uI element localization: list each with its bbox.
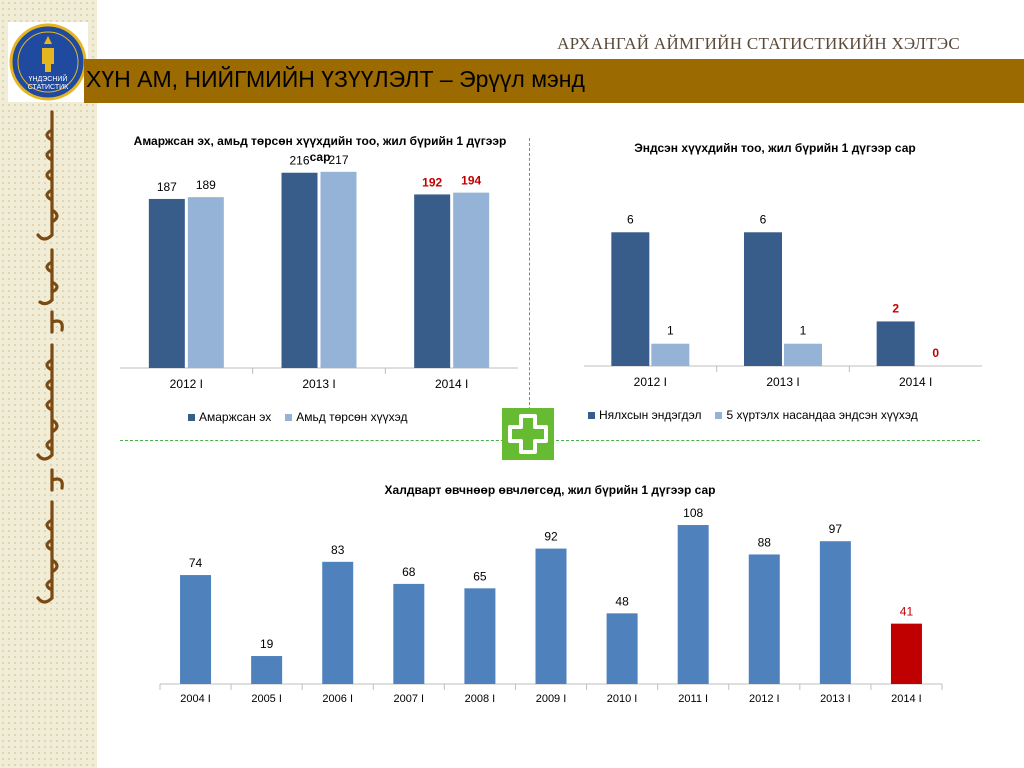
chart1-bar-1-2 [453, 192, 490, 368]
chart2-bar-1-1 [784, 343, 822, 366]
chart1-bar-0-1 [281, 172, 318, 368]
vertical-divider [529, 138, 530, 440]
svg-text:ҮНДЭСНИЙ: ҮНДЭСНИЙ [29, 74, 68, 83]
chart1-legend-label-births: Амьд төрсөн хүүхэд [296, 410, 408, 424]
chart2-data-label: 6 [760, 212, 767, 226]
chart3-x-tick-label: 2006 I [322, 693, 353, 705]
chart3-data-label: 65 [473, 569, 487, 583]
chart3-x-tick-label: 2004 I [180, 693, 211, 705]
title-banner [84, 59, 1024, 103]
chart2-data-label: 6 [627, 212, 634, 226]
chart2-x-tick-label: 2012 I [634, 375, 667, 389]
chart1-x-tick-label: 2014 I [435, 377, 468, 391]
chart3-data-label: 97 [829, 522, 843, 536]
chart2-bar-0-1 [744, 232, 782, 366]
chart2-x-tick-label: 2013 I [766, 375, 799, 389]
chart2-data-label: 2 [892, 301, 899, 315]
chart2-legend-swatch-under5 [715, 411, 723, 419]
chart1-legend-label-mothers: Амаржсан эх [199, 410, 272, 424]
chart3-bar-2 [322, 561, 354, 684]
chart2-data-label: 1 [800, 324, 807, 338]
chart3-data-label: 108 [683, 506, 703, 520]
chart3-data-label: 41 [900, 605, 914, 619]
chart2-legend-label-under5: 5 хүртэлх насандаа эндсэн хүүхэд [726, 408, 918, 422]
chart3-title: Халдварт өвчнөөр өвчлөгсөд, жил бүрийн 1… [384, 483, 716, 497]
decorative-sidebar [0, 0, 97, 768]
chart3-bar-8 [748, 554, 780, 684]
chart1-bar-1-1 [320, 171, 357, 368]
chart1-legend-swatch-mothers [188, 413, 195, 421]
chart3-bar-1 [251, 656, 283, 684]
chart1-legend: Амаржсан эх Амьд төрсөн хүүхэд [188, 410, 421, 424]
chart2-bar-0-0 [611, 232, 650, 366]
chart3-x-tick-label: 2013 I [820, 693, 851, 705]
chart2-x-tick-label: 2014 I [899, 375, 932, 389]
medical-cross-icon [502, 408, 554, 460]
chart3-x-tick-label: 2010 I [607, 693, 638, 705]
chart3-data-label: 19 [260, 637, 274, 651]
chart2-legend-item-under5: 5 хүртэлх насандаа эндсэн хүүхэд [715, 408, 918, 422]
chart1-title: Амаржсан эх, амьд төрсөн хүүхдийн тоо, ж… [133, 134, 507, 164]
chart3-bar-9 [819, 541, 851, 684]
chart1-bar-1-0 [187, 197, 224, 368]
agency-name: АРХАНГАЙ АЙМГИЙН СТАТИСТИКИЙН ХЭЛТЭС [557, 34, 960, 53]
chart3-data-label: 68 [402, 565, 416, 579]
chart3-data-label: 74 [189, 556, 203, 570]
chart3-x-tick-label: 2014 I [891, 693, 922, 705]
chart2-bar-1-0 [651, 343, 690, 366]
chart3-data-label: 88 [758, 535, 772, 549]
chart2-legend-label-infant: Нялхсын эндэгдэл [599, 408, 702, 422]
chart3-x-tick-label: 2012 I [749, 693, 780, 705]
chart3-x-tick-label: 2009 I [536, 693, 567, 705]
chart1-data-label: 216 [289, 154, 309, 168]
national-statistics-logo: ҮНДЭСНИЙ СТАТИСТИК [8, 22, 88, 102]
mongolian-script-ornament [36, 110, 64, 604]
chart1-legend-swatch-births [285, 413, 293, 421]
chart1-data-label: 192 [422, 175, 442, 189]
chart3-data-label: 83 [331, 543, 345, 557]
chart3-x-tick-label: 2005 I [251, 693, 282, 705]
chart3-data-label: 92 [544, 530, 558, 544]
chart1-x-tick-label: 2013 I [302, 377, 335, 391]
chart3-bar-7 [677, 525, 709, 684]
chart1-data-label: 194 [461, 174, 481, 188]
chart3-x-tick-label: 2008 I [465, 693, 496, 705]
chart3-bar-0 [180, 575, 212, 684]
chart2-title: Эндсэн хүүхдийн тоо, жил бүрийн 1 дүгээр… [634, 141, 916, 155]
chart3-bar-6 [606, 613, 638, 684]
chart2-data-label: 0 [932, 346, 939, 360]
chart1-legend-item-births: Амьд төрсөн хүүхэд [285, 410, 407, 424]
chart1-x-tick-label: 2012 I [170, 377, 203, 391]
chart2-legend: Нялхсын эндэгдэл 5 хүртэлх насандаа эндс… [588, 408, 932, 422]
chart2-data-label: 1 [667, 324, 674, 338]
chart2-bar-0-2 [876, 321, 915, 366]
chart3-bar-10 [890, 623, 922, 684]
chart2-legend-item-infant: Нялхсын эндэгдэл [588, 408, 701, 422]
chart1-legend-item-mothers: Амаржсан эх [188, 410, 271, 424]
svg-text:СТАТИСТИК: СТАТИСТИК [28, 84, 69, 91]
chart3-x-tick-label: 2007 I [394, 693, 425, 705]
chart1-bar-0-0 [148, 198, 185, 368]
chart3-bar-5 [535, 548, 567, 684]
page-title: ХҮН АМ, НИЙГМИЙН ҮЗҮҮЛЭЛТ – Эрүүл мэнд [86, 66, 585, 92]
chart3-bar-3 [393, 583, 425, 684]
chart1-bar-0-2 [414, 194, 451, 368]
chart1-data-label: 189 [196, 178, 216, 192]
chart1-data-label: 217 [328, 153, 348, 167]
chart3-x-tick-label: 2011 I [678, 693, 708, 705]
chart2-legend-swatch-infant [588, 411, 595, 419]
chart1-data-label: 187 [157, 180, 177, 194]
chart3-bar-4 [464, 588, 496, 684]
chart3-data-label: 48 [615, 594, 629, 608]
